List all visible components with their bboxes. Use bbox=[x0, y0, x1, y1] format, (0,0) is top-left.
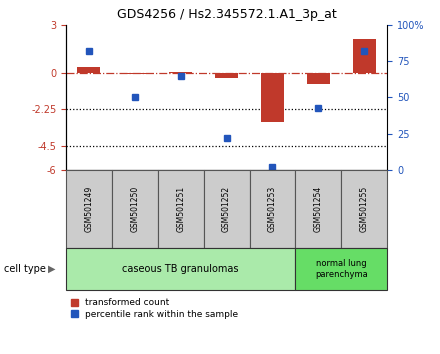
Text: ▶: ▶ bbox=[48, 264, 56, 274]
Title: GDS4256 / Hs2.345572.1.A1_3p_at: GDS4256 / Hs2.345572.1.A1_3p_at bbox=[117, 8, 337, 21]
Text: GSM501250: GSM501250 bbox=[130, 186, 139, 232]
Text: normal lung
parenchyma: normal lung parenchyma bbox=[315, 259, 368, 279]
Bar bbox=[112, 170, 158, 248]
Text: caseous TB granulomas: caseous TB granulomas bbox=[122, 264, 239, 274]
Text: GSM501254: GSM501254 bbox=[314, 186, 323, 232]
Bar bbox=[215, 73, 238, 78]
Bar bbox=[341, 170, 387, 248]
Bar bbox=[66, 248, 295, 290]
Text: GSM501255: GSM501255 bbox=[360, 186, 369, 232]
Text: GSM501251: GSM501251 bbox=[176, 186, 185, 232]
Bar bbox=[66, 170, 112, 248]
Bar bbox=[295, 248, 387, 290]
Bar bbox=[307, 73, 330, 85]
Bar bbox=[295, 170, 341, 248]
Legend: transformed count, percentile rank within the sample: transformed count, percentile rank withi… bbox=[70, 298, 238, 319]
Text: GSM501253: GSM501253 bbox=[268, 186, 277, 232]
Bar bbox=[353, 39, 376, 73]
Bar bbox=[204, 170, 249, 248]
Bar bbox=[169, 72, 192, 73]
Text: GSM501249: GSM501249 bbox=[84, 186, 93, 232]
Bar bbox=[249, 170, 295, 248]
Text: GSM501252: GSM501252 bbox=[222, 186, 231, 232]
Bar bbox=[261, 73, 284, 121]
Bar bbox=[77, 67, 100, 73]
Text: cell type: cell type bbox=[4, 264, 46, 274]
Bar bbox=[123, 73, 146, 74]
Bar bbox=[158, 170, 204, 248]
